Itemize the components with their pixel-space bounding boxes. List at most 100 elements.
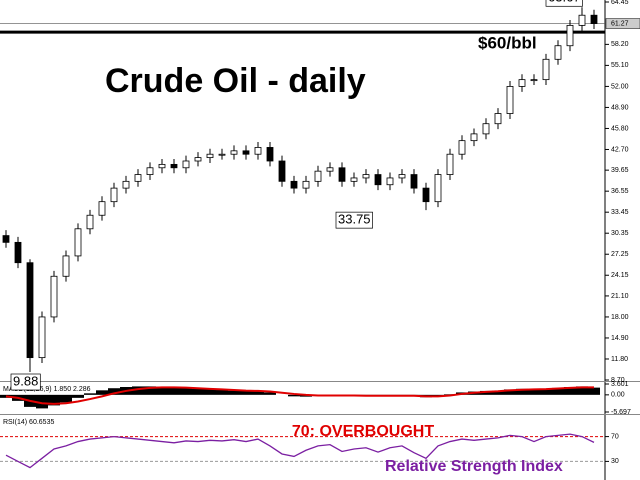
macd-bar — [504, 389, 516, 395]
price-label-box — [335, 211, 373, 229]
y-tick-label: 45.80 — [611, 125, 629, 132]
y-tick-label: 58.20 — [611, 41, 629, 48]
rsi-label: RSI(14) 60.6535 — [3, 419, 54, 426]
candle-body — [518, 79, 526, 87]
level-label: $60/bbl — [478, 34, 537, 53]
candle-body — [14, 241, 22, 264]
y-tick-label: 3.601 — [611, 381, 629, 388]
candle-body — [254, 147, 262, 155]
candle-body — [50, 275, 58, 318]
macd-bar — [96, 390, 108, 395]
macd-bar — [492, 390, 504, 395]
chart-title: Crude Oil - daily — [105, 62, 366, 100]
macd-bar — [192, 388, 204, 395]
candle-body — [458, 140, 466, 155]
candle-body — [542, 58, 550, 81]
macd-bar — [264, 392, 276, 395]
candle-body — [122, 180, 130, 189]
price-label: 63.67 — [548, 0, 581, 5]
indicator-name: Relative Strength Index — [385, 458, 563, 475]
candle-body — [386, 177, 394, 186]
candle-body — [494, 113, 502, 125]
macd-bar — [588, 387, 600, 395]
rsi-line — [5, 433, 595, 469]
macd-bar — [72, 394, 84, 398]
candle-body — [446, 153, 454, 175]
macd-bar — [108, 388, 120, 395]
candle-body — [350, 177, 358, 182]
macd-label: MACD(12,26,9) 1.850 2.286 — [3, 386, 91, 393]
candle-body — [422, 187, 430, 203]
candle-body — [566, 24, 574, 47]
candle-body — [302, 180, 310, 189]
candle-body — [362, 174, 370, 179]
candle-body — [326, 167, 334, 172]
macd-bar — [240, 390, 252, 395]
candle-body — [578, 14, 586, 26]
macd-bar — [480, 390, 492, 395]
candle-body — [314, 170, 322, 182]
candle-body — [398, 174, 406, 179]
macd-bar — [252, 391, 264, 395]
macd-bar — [528, 389, 540, 395]
y-tick-label: 64.45 — [611, 0, 629, 6]
candle-body — [374, 174, 382, 186]
y-tick-label: 30 — [611, 458, 619, 465]
y-tick-label: 8.70 — [611, 377, 625, 384]
y-tick-label: 30.35 — [611, 230, 629, 237]
price-label-box — [10, 373, 41, 391]
macd-bar — [132, 386, 144, 395]
candle-body — [182, 160, 190, 169]
candle-body — [278, 160, 286, 182]
macd-bar — [84, 393, 96, 395]
macd-bar — [216, 390, 228, 395]
macd-bar — [540, 388, 552, 395]
candle-body — [158, 163, 166, 169]
candle-body — [554, 45, 562, 60]
y-tick-label: 39.65 — [611, 167, 629, 174]
candle-body — [74, 228, 82, 257]
candle-body — [242, 150, 250, 155]
candle-body — [338, 167, 346, 182]
candle-body — [482, 123, 490, 135]
candle-body — [134, 174, 142, 182]
candle-body — [98, 201, 106, 216]
candle-body — [410, 174, 418, 189]
signal-line — [5, 386, 594, 405]
y-tick-label: 48.90 — [611, 104, 629, 111]
y-tick-label: -5.697 — [611, 409, 631, 416]
y-tick-label: 11.80 — [611, 356, 628, 363]
macd-bar — [204, 389, 216, 395]
macd-bar — [48, 394, 60, 406]
candle-body — [290, 180, 298, 189]
price-label: 33.75 — [338, 212, 371, 227]
macd-bar — [144, 386, 156, 395]
macd-bar — [576, 386, 588, 395]
y-tick-label: 42.70 — [611, 146, 629, 153]
y-tick-label: 18.00 — [611, 314, 629, 321]
candle-body — [506, 86, 514, 114]
y-tick-label: 55.10 — [611, 62, 629, 69]
candle-body — [170, 163, 178, 169]
candle-body — [62, 255, 70, 277]
y-tick-label: 52.00 — [611, 83, 629, 90]
macd-bar — [60, 394, 72, 403]
candle-body — [194, 157, 202, 162]
macd-bar — [228, 390, 240, 395]
current-price-label: 61.27 — [611, 20, 629, 27]
macd-bar — [516, 388, 528, 395]
candle-body — [434, 174, 442, 203]
macd-bar — [168, 387, 180, 395]
y-tick-label: 36.55 — [611, 188, 629, 195]
y-tick-label: 0.00 — [611, 392, 625, 399]
y-tick-label: 24.15 — [611, 272, 629, 279]
candle-body — [26, 262, 34, 359]
macd-bar — [180, 387, 192, 395]
candle-body — [470, 133, 478, 142]
y-tick-label: 27.25 — [611, 251, 629, 258]
y-tick-label: 33.45 — [611, 209, 629, 216]
macd-bar — [288, 394, 300, 397]
candle-body — [110, 187, 118, 203]
candle-body — [2, 235, 10, 243]
